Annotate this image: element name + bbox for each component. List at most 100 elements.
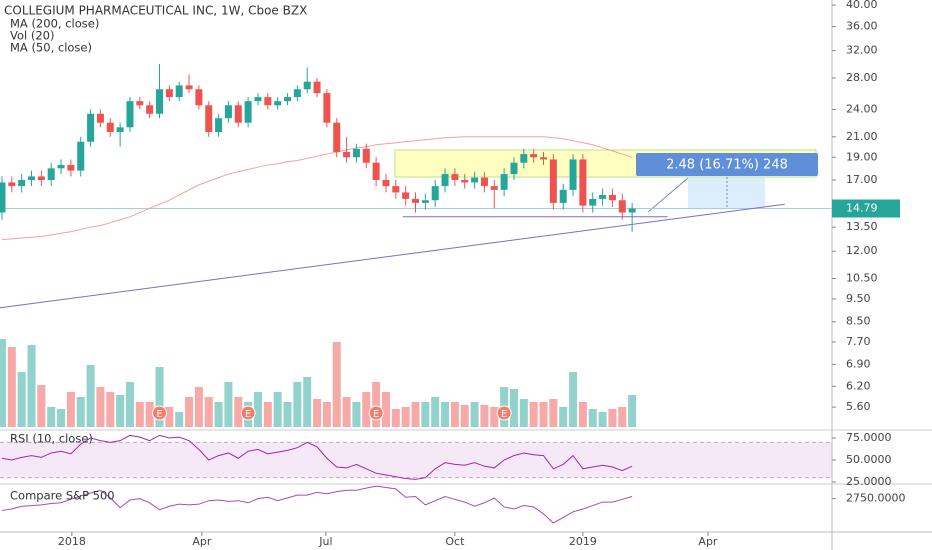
earnings-label: E — [156, 409, 162, 420]
chart-title: COLLEGIUM PHARMACEUTICAL INC, 1W, Cboe B… — [4, 4, 307, 18]
x-tick-label: Jul — [318, 535, 332, 548]
volume-bar — [283, 402, 292, 427]
volume-bar — [145, 402, 154, 427]
y-tick-label: 6.20 — [846, 379, 871, 392]
candle-body — [136, 101, 144, 106]
y-tick-label: 5.60 — [846, 400, 871, 413]
volume-bar — [175, 412, 184, 427]
candle-body — [421, 200, 429, 203]
indicator-label: MA (50, close) — [10, 41, 92, 55]
y-tick-label: 40.00 — [846, 0, 878, 11]
candle-body — [392, 186, 400, 193]
candle-body — [559, 189, 567, 203]
volume-bar — [76, 397, 85, 427]
y-tick-label: 50.0000 — [846, 453, 892, 466]
volume-bar — [539, 402, 548, 427]
candle-body — [87, 113, 95, 142]
candle-body — [274, 101, 282, 106]
volume-bar — [559, 407, 568, 427]
candle-body — [244, 101, 252, 123]
y-tick-label: 7.70 — [846, 335, 871, 348]
volume-bar — [17, 372, 26, 427]
candle-body — [165, 89, 173, 98]
position-label-box — [636, 153, 818, 176]
volume-bar — [106, 392, 115, 427]
candle-body — [28, 176, 36, 181]
earnings-label: E — [373, 409, 379, 420]
candle-body — [293, 89, 301, 98]
compare-line — [1, 485, 633, 524]
candle-body — [500, 174, 508, 190]
y-tick-label: 32.00 — [846, 44, 878, 57]
volume-bar — [66, 392, 75, 427]
candle-body — [175, 85, 183, 98]
volume-bar — [401, 407, 410, 427]
candle-body — [215, 118, 223, 132]
volume-bar — [490, 407, 499, 427]
candle-body — [333, 122, 341, 152]
volume-bar — [135, 402, 144, 427]
candle-body — [264, 97, 272, 106]
candle-body — [47, 168, 55, 181]
volume-bar — [569, 372, 578, 427]
candle-body — [540, 157, 548, 160]
x-tick-label: Apr — [698, 535, 718, 548]
volume-bar — [431, 397, 440, 427]
volume-bar — [322, 402, 331, 427]
y-tick-label: 8.50 — [846, 315, 871, 328]
volume-bar — [362, 392, 371, 427]
candle-body — [116, 127, 124, 132]
candle-body — [471, 177, 479, 183]
volume-bar — [411, 402, 420, 427]
volume-bar — [165, 407, 174, 427]
earnings-label: E — [245, 409, 251, 420]
last-price-label: 14.79 — [846, 201, 878, 214]
candle-body — [57, 164, 65, 169]
candle-body — [589, 198, 597, 206]
x-tick-label: Oct — [445, 535, 465, 548]
candle-body — [126, 101, 134, 128]
indicator-label: MA (200, close) — [10, 17, 99, 31]
candle-body — [106, 122, 114, 132]
volume-bar — [352, 402, 361, 427]
volume-bar — [578, 402, 587, 427]
volume-bar — [441, 402, 450, 427]
volume-bar — [37, 385, 46, 427]
candle-body — [362, 148, 370, 163]
volume-bar — [480, 405, 489, 427]
candle-body — [480, 177, 488, 187]
rsi-band — [0, 442, 832, 478]
y-tick-label: 2750.0000 — [846, 492, 906, 505]
plot-layer: E E E E 2.48 (16.71%) 248 — [0, 63, 832, 524]
candle-body — [441, 174, 449, 187]
volume-bar — [549, 399, 558, 427]
candle-body — [224, 105, 232, 119]
candle-body — [569, 159, 577, 190]
volume-bar — [421, 402, 430, 427]
candle-body — [599, 194, 607, 199]
candle-body — [608, 194, 616, 201]
y-tick-label: 13.50 — [846, 220, 878, 233]
volume-bar — [253, 392, 262, 427]
volume-bar — [460, 405, 469, 427]
candle-body — [0, 182, 6, 213]
volume-bar — [529, 402, 538, 427]
ma-line — [1, 136, 633, 241]
volume-bar — [391, 409, 400, 427]
volume-bar — [125, 382, 134, 427]
earnings-marker — [240, 405, 256, 421]
volume-bar — [116, 395, 125, 427]
indicator-label: Vol (20) — [10, 29, 54, 43]
volume-bar — [214, 402, 223, 427]
candle-body — [96, 113, 104, 123]
y-tick-label: 28.00 — [846, 71, 878, 84]
volume-bar — [608, 409, 617, 427]
y-tick-label: 36.00 — [846, 20, 878, 33]
candle-body — [412, 198, 420, 203]
volume-bar — [509, 389, 518, 427]
x-tick-label: Apr — [192, 535, 212, 548]
volume-bar — [96, 387, 105, 427]
volume-bar — [381, 392, 390, 427]
volume-bar — [342, 397, 351, 427]
candle-body — [146, 105, 154, 114]
